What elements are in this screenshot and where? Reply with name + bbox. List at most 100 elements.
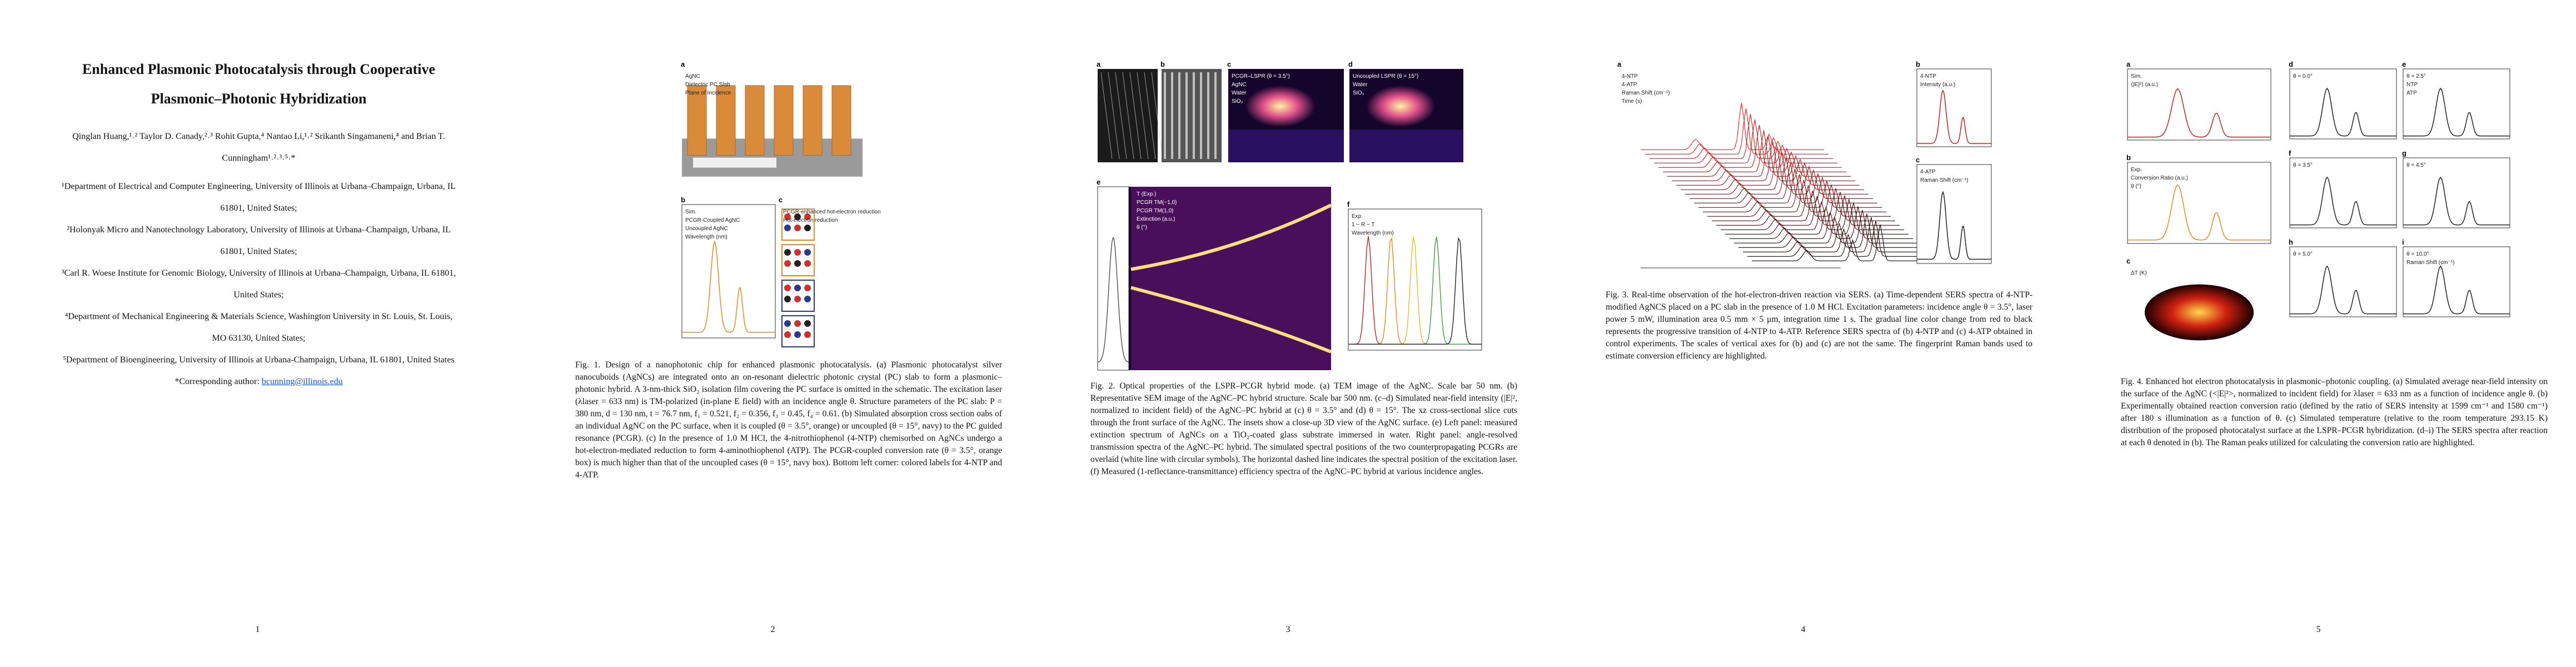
texture (1151, 72, 1163, 160)
curve (2403, 87, 2510, 137)
panel-graphic (682, 85, 863, 177)
panel-note: Extinction (a.u.) (1137, 216, 1175, 222)
molecule (804, 225, 811, 231)
panel-label: a (681, 60, 685, 68)
panel-label: a (1097, 60, 1101, 68)
corresponding-label: *Corresponding author: (175, 377, 260, 386)
page-number: 3 (1285, 625, 1291, 634)
panel-note: Sim. (685, 209, 696, 215)
grating (716, 85, 736, 156)
molecule (784, 320, 791, 327)
curve (1672, 141, 1855, 181)
panel-label: c (1227, 60, 1231, 68)
panel-label: f (2289, 149, 2291, 157)
molecule (804, 285, 811, 291)
panel-graphic (2403, 157, 2510, 228)
panel-label: d (1348, 60, 1353, 68)
mode-line (1130, 286, 1332, 354)
micrograph (1098, 69, 1158, 162)
plot-frame (2403, 68, 2510, 140)
molecule (804, 296, 811, 302)
panel-label: e (1097, 178, 1100, 186)
panel-label: g (2402, 149, 2406, 157)
panel-note: Uncoupled AgNC (685, 226, 728, 232)
panel-note: ⟨|E|²⟩ (a.u.) (2131, 82, 2158, 88)
curve (2403, 265, 2510, 315)
panel-graphic (2289, 246, 2397, 317)
curve (1676, 147, 1860, 186)
texture (1129, 72, 1142, 160)
page: 1 Enhanced Plasmonic Photocatalysis throu… (0, 0, 515, 667)
panel-note: AgNC (685, 73, 700, 79)
panel-label: d (2289, 60, 2293, 68)
slab-label-bg (693, 157, 776, 168)
panel-label: f (1347, 200, 1350, 208)
panel-label: c (779, 196, 783, 204)
curve (1658, 125, 1842, 168)
panel-label: b (681, 196, 685, 204)
panel-label: c (1916, 156, 1920, 164)
texture (1122, 72, 1134, 160)
grating (745, 85, 765, 156)
texture (1137, 72, 1149, 160)
curve (1743, 217, 1926, 252)
curve (1654, 119, 1837, 163)
plot-frame (2127, 162, 2271, 244)
curve (1685, 157, 1869, 195)
molecule (784, 260, 791, 267)
figure-caption: Fig. 4. Enhanced hot electron photocatal… (2121, 377, 2548, 447)
panel-graphic (781, 208, 815, 347)
panel-graphic (1349, 69, 1463, 162)
panel-graphic (1348, 208, 1482, 351)
molecule (784, 249, 791, 256)
page: 4 a 4-NTP 4-ATP Raman Shift (cm⁻¹) Time (s) b 4… (1546, 0, 2061, 667)
curve (2290, 87, 2396, 137)
plot-frame (2289, 157, 2397, 228)
panel-note: θ = 5.0° (2293, 251, 2313, 257)
panel-graphic (1097, 186, 1332, 371)
panel-note: Wavelength (nm) (685, 234, 728, 240)
panel-note: SiO₂ (1353, 90, 1364, 96)
panel-graphic (2127, 266, 2271, 359)
grating (687, 85, 707, 156)
panel-note: Time (s) (1622, 98, 1642, 104)
panel-note: Exp. (1352, 213, 1363, 220)
panel-label: b (1160, 60, 1165, 68)
panel-graphic (2127, 162, 2271, 244)
panel-note: Plane of Incidence (685, 90, 731, 96)
texture (1115, 72, 1127, 160)
page-number: 4 (1801, 625, 1806, 634)
panel-note: θ = 3.5° (2293, 162, 2313, 168)
molecule (794, 213, 801, 220)
email-link[interactable]: bcunning@illinois.edu (261, 377, 343, 386)
panel-note: Exp. (2131, 167, 2142, 173)
panel-graphic (1162, 69, 1222, 162)
curve (2290, 265, 2396, 315)
panel-note: 4-NTP (1622, 73, 1638, 79)
curve (1703, 180, 1886, 212)
panel-note: Water (1232, 90, 1247, 96)
paper-title: Enhanced Plasmonic Photocatalysis throug… (82, 61, 436, 107)
curve (2290, 176, 2396, 226)
panel-graphic (1641, 103, 1935, 268)
molecule (784, 225, 791, 231)
molecule (784, 213, 791, 220)
panel-note: ATP (2406, 90, 2417, 96)
panel-graphic (681, 204, 776, 339)
panel-note: θ = 4.5° (2406, 162, 2426, 168)
texture (1100, 72, 1113, 160)
panel-note: Wavelength (nm) (1352, 230, 1394, 236)
page-number: 1 (255, 625, 260, 634)
panel-graphic (1098, 69, 1163, 162)
authors: Qinglan Huang,¹˒² Taylor D. Canady,²˒³ R… (72, 132, 445, 163)
panel-note: Dielectric PC Slab (685, 82, 730, 88)
curve (1694, 168, 1877, 203)
panel-note: PCGR–LSPR (θ = 3.5°) (1232, 73, 1290, 79)
panel-note: ΔT (K) (2131, 270, 2147, 276)
micrograph (1162, 69, 1222, 162)
panel-note: Raman Shift (cm⁻¹) (1920, 177, 1968, 183)
panel-note: Raman Shift (cm⁻¹) (1622, 90, 1670, 96)
